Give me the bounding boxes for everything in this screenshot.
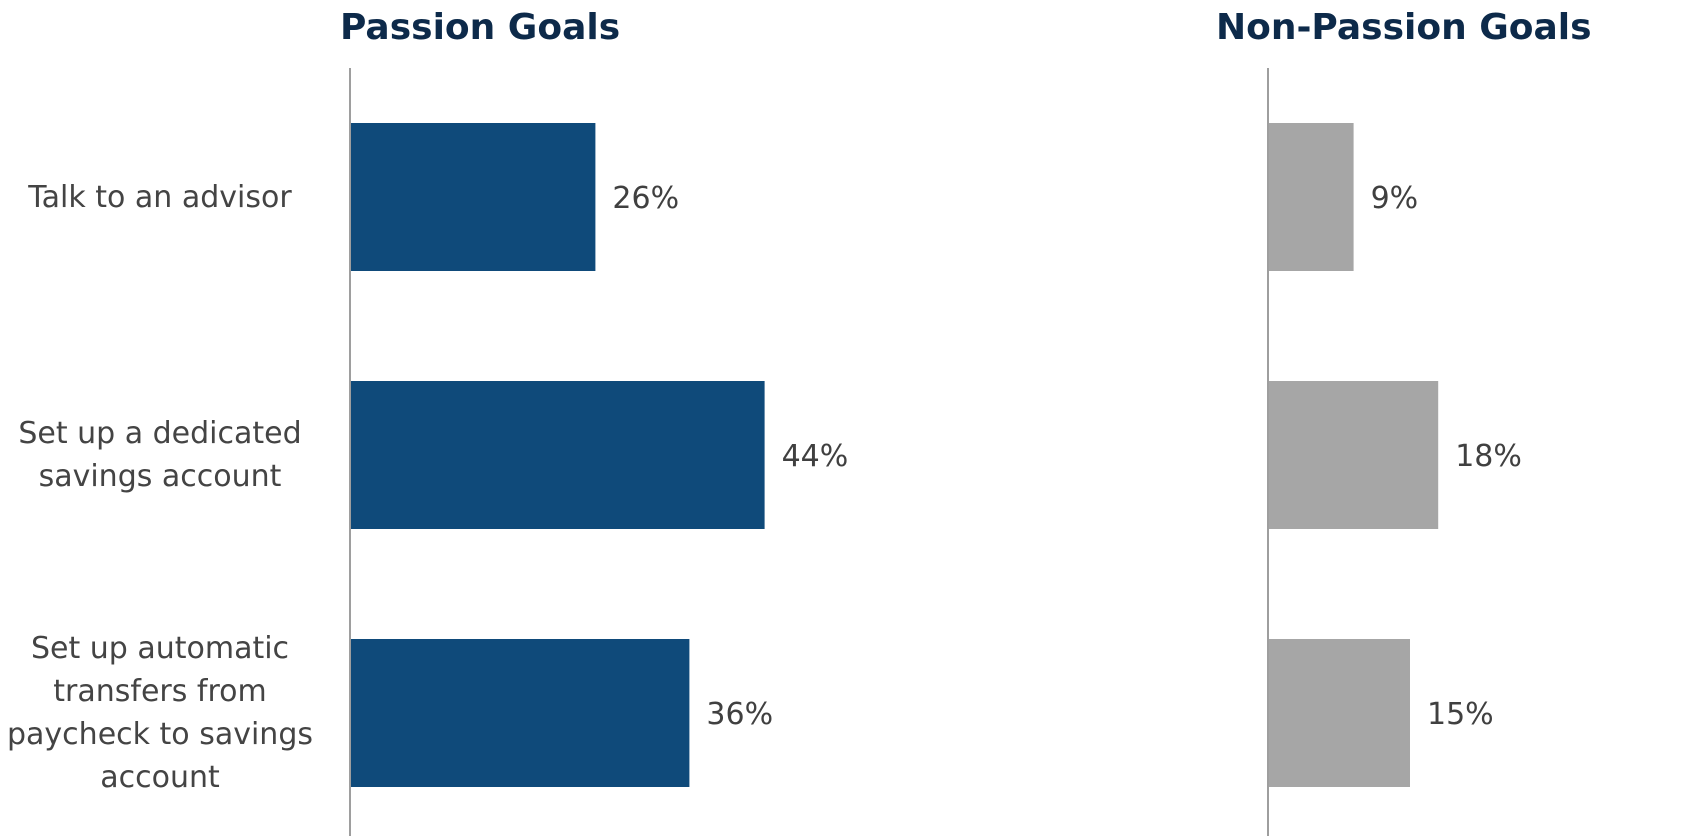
passion-value-label-3: 36% bbox=[706, 697, 773, 732]
category-label-line: Set up a dedicated bbox=[18, 416, 302, 451]
passion-goals-title: Passion Goals bbox=[340, 7, 621, 48]
nonpassion-value-label-2: 18% bbox=[1455, 439, 1522, 474]
category-label-line: savings account bbox=[38, 459, 282, 494]
nonpassion-value-label-3: 15% bbox=[1427, 697, 1494, 732]
passion-value-label-2: 44% bbox=[782, 439, 849, 474]
nonpassion-value-label-1: 9% bbox=[1371, 181, 1419, 216]
passion-bar-3 bbox=[351, 639, 690, 787]
passion-value-label-1: 26% bbox=[612, 181, 679, 216]
category-label-line: account bbox=[100, 760, 220, 795]
category-label-3: Set up automatic transfers from paycheck t… bbox=[0, 627, 320, 799]
nonpassion-bar-2 bbox=[1269, 381, 1439, 529]
non-passion-goals-title: Non-Passion Goals bbox=[1216, 7, 1592, 48]
category-label-1: Talk to an advisor bbox=[0, 176, 320, 219]
nonpassion-bar-3 bbox=[1269, 639, 1410, 787]
category-label-line: transfers from bbox=[53, 674, 267, 709]
passion-bar-1 bbox=[351, 123, 596, 271]
nonpassion-bar-1 bbox=[1269, 123, 1354, 271]
category-label-line: Set up automatic bbox=[30, 631, 290, 666]
category-label-2: Set up a dedicated savings account bbox=[0, 412, 320, 498]
passion-bar-2 bbox=[351, 381, 765, 529]
category-label-line: Talk to an advisor bbox=[28, 179, 292, 215]
category-label-line: paycheck to savings bbox=[7, 717, 313, 752]
